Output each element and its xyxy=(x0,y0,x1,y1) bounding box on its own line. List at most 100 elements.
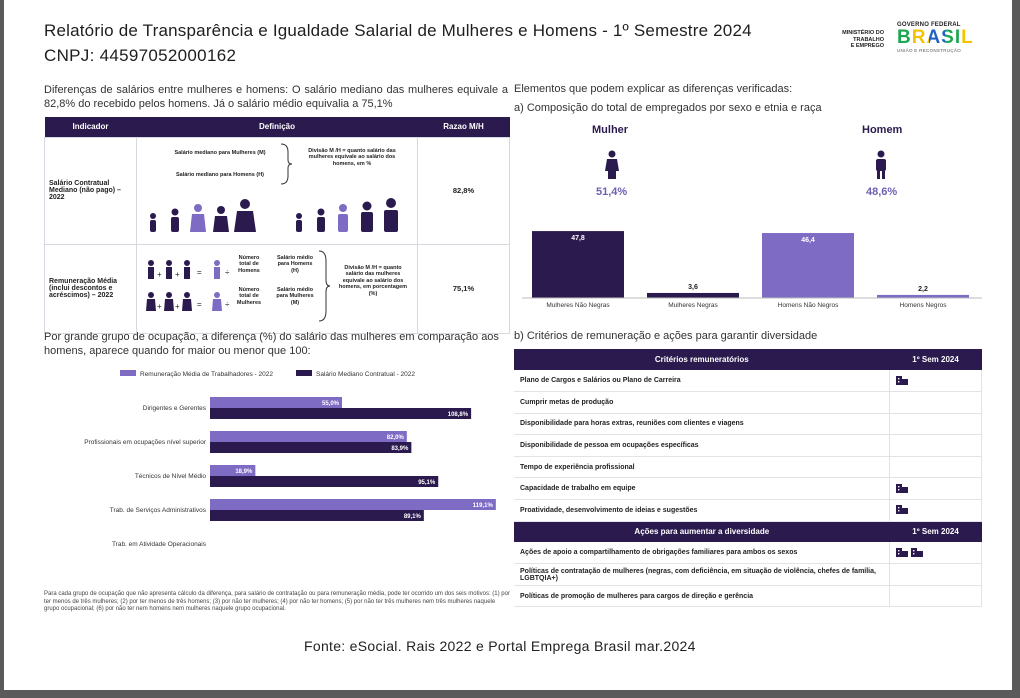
criteria-row: Disponibilidade para horas extras, reuni… xyxy=(514,413,982,436)
criteria-label: Proatividade, desenvolvimento de ideias … xyxy=(514,499,891,522)
cnpj-label: CNPJ: 44597052000162 xyxy=(44,46,237,65)
building-icon xyxy=(896,375,909,385)
comp-data-label: 46,4 xyxy=(801,237,815,244)
occupation-heading: Por grande grupo de ocupação, a diferenç… xyxy=(44,331,499,357)
svg-text:+: + xyxy=(157,302,162,311)
occupation-bar xyxy=(210,397,342,408)
action-mark xyxy=(889,563,982,586)
comp-data-label: 2,2 xyxy=(918,286,928,293)
criteria-header: Critérios remuneratórios xyxy=(514,349,890,370)
criteria-row: Tempo de experiência profissional xyxy=(514,456,982,479)
occupation-bar xyxy=(210,442,412,453)
building-icon xyxy=(896,483,909,493)
comp-bar xyxy=(762,233,854,298)
criteria-label: Plano de Cargos e Salários ou Plano de C… xyxy=(514,370,891,393)
group-label-mulher: Mulher xyxy=(592,124,629,136)
occupation-data-label: 89,1% xyxy=(404,514,422,520)
section-b-heading: b) Critérios de remuneração e ações para… xyxy=(514,330,818,342)
svg-text:÷: ÷ xyxy=(225,300,230,309)
man-icon xyxy=(876,150,886,179)
indicator-value: 82,8% xyxy=(417,136,510,245)
occupation-data-label: 95,1% xyxy=(418,480,436,486)
occupation-data-label: 83,9% xyxy=(391,446,409,452)
criteria-table: Critérios remuneratórios 1º Sem 2024 Pla… xyxy=(514,349,982,608)
criteria-mark xyxy=(889,499,982,522)
actions-header: Ações para aumentar a diversidade xyxy=(514,521,890,543)
occupation-data-label: 119,1% xyxy=(473,503,494,509)
occupation-bar xyxy=(210,431,407,442)
building-icon xyxy=(911,547,924,557)
occupation-data-label: 108,8% xyxy=(448,412,469,418)
occupation-category-label: Técnicos de Nível Médio xyxy=(135,473,207,480)
indicator-row-mean: Remuneração Média (inclui descontos e ac… xyxy=(44,243,510,334)
definition-cell: + + = + + = ÷ ÷ Número total de Homens Salário … xyxy=(136,243,418,334)
criteria-label: Cumprir metas de produção xyxy=(514,391,891,414)
action-mark xyxy=(889,542,982,565)
semester-header-2: 1º Sem 2024 xyxy=(889,521,982,543)
action-row: Políticas de promoção de mulheres para c… xyxy=(514,585,982,608)
criteria-mark xyxy=(889,434,982,457)
svg-text:=: = xyxy=(197,300,202,309)
criteria-mark xyxy=(889,456,982,479)
criteria-mark xyxy=(889,413,982,436)
occupation-category-label: Dirigentes e Gerentes xyxy=(143,405,207,412)
comp-bar xyxy=(647,292,739,298)
occupation-bar xyxy=(210,476,439,487)
criteria-label: Capacidade de trabalho em equipe xyxy=(514,477,891,501)
page-title: Relatório de Transparência e Igualdade S… xyxy=(44,21,752,40)
action-mark xyxy=(889,585,982,608)
criteria-mark xyxy=(889,370,982,393)
report-page: Relatório de Transparência e Igualdade S… xyxy=(4,0,1012,690)
occupation-data-label: 18,9% xyxy=(235,469,253,475)
definition-cell: Salário mediano para Mulheres (M) Salári… xyxy=(136,136,418,245)
building-icon xyxy=(896,505,909,515)
svg-text:+: + xyxy=(175,270,180,279)
criteria-row: Capacidade de trabalho em equipe xyxy=(514,477,982,501)
indicator-row-median: Salário Contratual Mediano (não pago) – … xyxy=(44,136,510,245)
svg-text:+: + xyxy=(175,302,180,311)
comp-data-label: 3,6 xyxy=(688,284,698,291)
semester-header: 1º Sem 2024 xyxy=(889,349,982,370)
criteria-row: Plano de Cargos e Salários ou Plano de C… xyxy=(514,370,982,393)
col-indicador: Indicador xyxy=(44,117,137,137)
criteria-label: Disponibilidade para horas extras, reuni… xyxy=(514,413,891,436)
occupation-bar xyxy=(210,499,496,510)
svg-text:=: = xyxy=(197,268,202,277)
gov-logo: GOVERNO FEDERAL BRASIL UNIÃO E RECONSTRU… xyxy=(897,22,977,53)
criteria-label: Tempo de experiência profissional xyxy=(514,456,891,479)
criteria-mark xyxy=(889,391,982,414)
section-a-heading: a) Composição do total de empregados por… xyxy=(514,102,822,114)
action-label: Políticas de contratação de mulheres (ne… xyxy=(514,563,891,586)
women-percent: 51,4% xyxy=(596,186,628,198)
col-razao: Razao M/H xyxy=(417,117,510,137)
woman-icon xyxy=(605,150,619,179)
action-label: Políticas de promoção de mulheres para c… xyxy=(514,585,891,608)
legend-swatch xyxy=(120,370,136,376)
comp-data-label: 47,8 xyxy=(571,235,585,242)
source-footer: Fonte: eSocial. Rais 2022 e Portal Empre… xyxy=(304,638,696,654)
men-percent: 48,6% xyxy=(866,186,898,198)
group-label-homem: Homem xyxy=(862,124,903,136)
people-figures xyxy=(150,197,398,232)
svg-text:+: + xyxy=(157,270,162,279)
criteria-row: Cumprir metas de produção xyxy=(514,391,982,414)
elements-heading: Elementos que podem explicar as diferenç… xyxy=(514,83,793,95)
ministry-logo: MINISTÉRIO DO TRABALHO E EMPREGO xyxy=(842,30,884,49)
indicator-table: Indicador Definição Razao M/H Salário Co… xyxy=(44,117,510,334)
building-icon xyxy=(896,547,909,557)
occupation-bar-chart: Remuneração Média de Trabalhadores - 202… xyxy=(84,370,496,548)
indicator-value: 75,1% xyxy=(417,243,510,334)
indicator-name: Salário Contratual Mediano (não pago) – … xyxy=(44,136,137,245)
action-label: Ações de apoio a compartilhamento de obr… xyxy=(514,542,891,565)
occupation-data-label: 55,0% xyxy=(322,401,340,407)
comp-bar xyxy=(532,231,624,298)
legend-label: Remuneração Média de Trabalhadores - 202… xyxy=(140,371,273,378)
criteria-row: Proatividade, desenvolvimento de ideias … xyxy=(514,499,982,522)
col-definicao: Definição xyxy=(136,117,418,137)
action-row: Políticas de contratação de mulheres (ne… xyxy=(514,563,982,586)
comp-category-label: Mulheres Negras xyxy=(668,302,718,309)
sum-figures: + + = + + = ÷ ÷ xyxy=(146,259,230,311)
legend-label: Salário Mediano Contratual - 2022 xyxy=(316,371,415,378)
occupation-bar xyxy=(210,408,472,419)
legend-swatch xyxy=(296,370,312,376)
